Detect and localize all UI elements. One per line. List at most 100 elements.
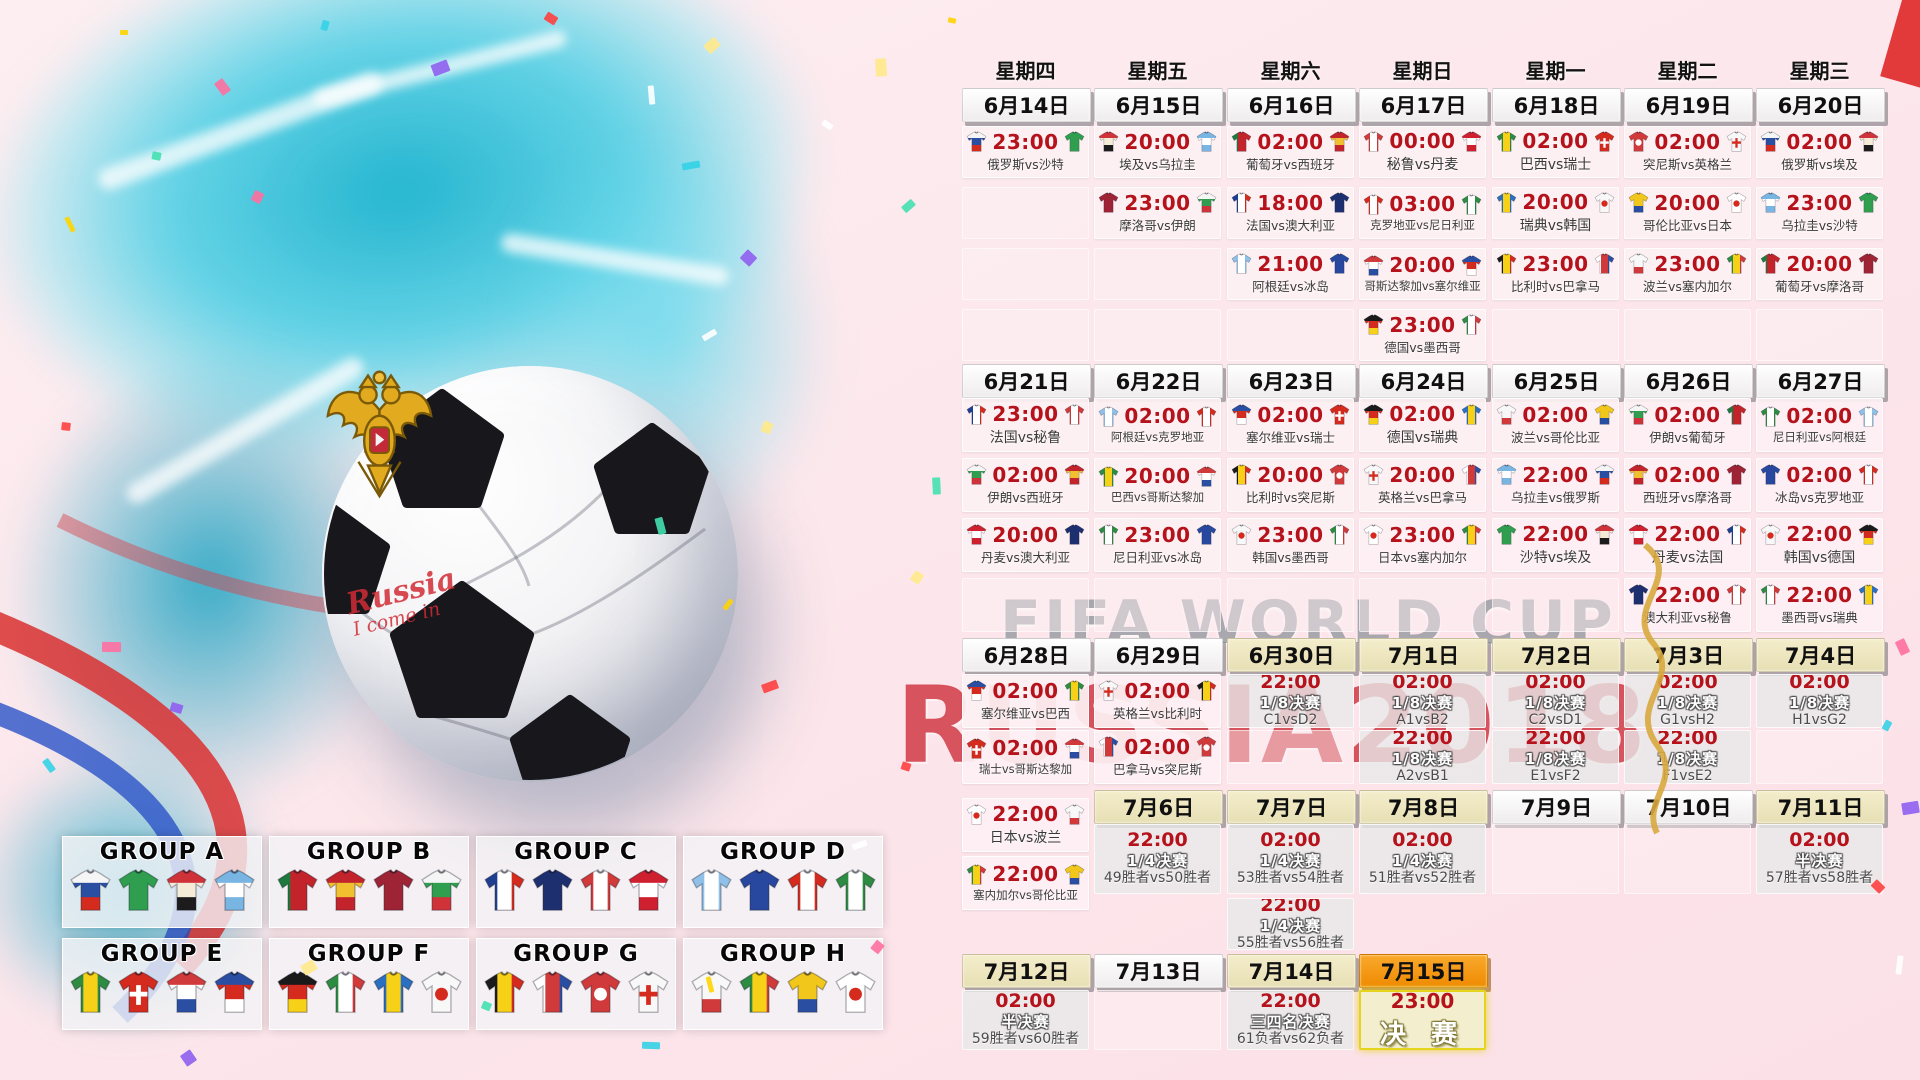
date-button[interactable]: 6月22日: [1094, 364, 1223, 398]
home-jersey-wrap: [1363, 254, 1384, 276]
away-jersey-wrap: [1858, 464, 1879, 485]
date-button[interactable]: 7月7日: [1227, 790, 1356, 824]
match-time-row: 23:00: [966, 131, 1084, 152]
away-jersey-icon: [1594, 253, 1614, 274]
match-time-row: 02:00: [966, 464, 1084, 485]
match-cell: 23:00 乌拉圭vs沙特: [1756, 187, 1883, 239]
group-jersey-row: [276, 866, 463, 918]
date-button[interactable]: 6月14日: [962, 88, 1091, 122]
match-cell: 02:00 冰岛vs克罗地亚: [1756, 458, 1883, 512]
date-button[interactable]: 6月19日: [1624, 88, 1753, 122]
away-jersey-icon: [1461, 314, 1481, 335]
match-time-row: 23:00: [1098, 192, 1216, 213]
date-button[interactable]: 6月30日: [1227, 638, 1356, 672]
home-jersey-wrap: [1363, 403, 1384, 425]
away-jersey-icon: [1461, 403, 1481, 425]
date-button[interactable]: 6月20日: [1756, 88, 1885, 122]
away-jersey-wrap: [1461, 524, 1482, 545]
home-jersey-icon: [1364, 464, 1384, 485]
group-jersey-icon-egypt: [165, 868, 207, 911]
home-jersey-wrap: [1628, 464, 1649, 485]
group-panel-a: GROUP A: [62, 836, 262, 928]
group-team-jersey-wrap: [786, 866, 829, 918]
home-jersey-wrap: [1098, 465, 1119, 487]
match-teams-label: 尼日利亚vs阿根廷: [1772, 429, 1867, 444]
date-button[interactable]: 7月12日: [962, 954, 1091, 988]
date-button[interactable]: 6月26日: [1624, 364, 1753, 398]
date-button[interactable]: 7月4日: [1756, 638, 1885, 672]
away-jersey-wrap: [1726, 523, 1747, 545]
match-teams-label: 秘鲁vs丹麦: [1386, 156, 1459, 173]
date-button[interactable]: 6月21日: [962, 364, 1091, 398]
home-jersey-wrap: [1098, 405, 1119, 427]
date-button[interactable]: 6月16日: [1227, 88, 1356, 122]
match-time-row: 23:00: [1231, 524, 1349, 545]
knockout-cell: 02:00 半决赛 59胜者vs60胜者: [962, 990, 1089, 1050]
match-cell: 02:00 葡萄牙vs西班牙: [1227, 126, 1354, 178]
home-jersey-wrap: [966, 403, 987, 425]
match-time-row: 23:00: [1363, 314, 1481, 335]
date-button[interactable]: 6月24日: [1359, 364, 1488, 398]
knockout-cell: 02:00 1/8决赛 H1vsG2: [1756, 674, 1883, 728]
date-button[interactable]: 7月13日: [1094, 954, 1223, 988]
match-time-row: 02:00: [966, 680, 1084, 701]
date-button[interactable]: 7月9日: [1492, 790, 1621, 824]
match-time: 02:00: [1657, 674, 1718, 694]
date-button[interactable]: 6月15日: [1094, 88, 1223, 122]
date-button[interactable]: 6月25日: [1492, 364, 1621, 398]
match-cell: 18:00 法国vs澳大利亚: [1227, 187, 1354, 239]
match-teams-label: 乌拉圭vs俄罗斯: [1511, 490, 1600, 505]
date-button[interactable]: 6月18日: [1492, 88, 1621, 122]
home-jersey-wrap: [1363, 130, 1384, 152]
knockout-teams-label: 61负者vs62负者: [1236, 1031, 1345, 1048]
knockout-cell: 22:00 1/8决赛 F1vsE2: [1624, 730, 1751, 784]
match-time: 18:00: [1257, 190, 1324, 215]
match-teams-label: 伊朗vs西班牙: [987, 490, 1064, 505]
match-time-row: 20:00: [1363, 253, 1482, 277]
empty-cell: [1227, 730, 1354, 784]
date-button[interactable]: 6月17日: [1359, 88, 1488, 122]
date-button[interactable]: 6月29日: [1094, 638, 1223, 672]
date-button[interactable]: 6月28日: [962, 638, 1091, 672]
group-jersey-icon-poland: [690, 970, 732, 1013]
match-time: 20:00: [1389, 253, 1456, 277]
home-jersey-icon: [1099, 680, 1119, 701]
date-button[interactable]: 6月27日: [1756, 364, 1885, 398]
date-button[interactable]: 7月2日: [1492, 638, 1621, 672]
confetti-piece: [61, 422, 71, 431]
date-button[interactable]: 7月14日: [1227, 954, 1356, 988]
group-panel-f: GROUP F: [269, 938, 469, 1030]
match-time-row: 02:00: [966, 737, 1084, 759]
date-button[interactable]: 6月23日: [1227, 364, 1356, 398]
away-jersey-icon: [1461, 254, 1481, 276]
stage-label: 1/8决赛: [1656, 750, 1719, 769]
match-time: 02:00: [1124, 678, 1191, 703]
date-button[interactable]: 7月1日: [1359, 638, 1488, 672]
away-jersey-wrap: [1461, 254, 1482, 276]
home-jersey-wrap: [1363, 524, 1384, 545]
match-cell: 02:00 突尼斯vs英格兰: [1624, 126, 1751, 178]
date-button[interactable]: 7月15日: [1359, 954, 1488, 988]
match-time-row: 18:00: [1231, 192, 1349, 213]
match-cell: 02:00 阿根廷vs克罗地亚: [1094, 398, 1221, 452]
ball-pattern: [324, 389, 710, 780]
away-jersey-icon: [1064, 464, 1084, 485]
date-button[interactable]: 7月8日: [1359, 790, 1488, 824]
match-time-row: 20:00: [1496, 191, 1614, 213]
group-team-jersey-wrap: [531, 968, 574, 1020]
date-button[interactable]: 7月6日: [1094, 790, 1223, 824]
stage-label: 1/8决赛: [1656, 694, 1719, 713]
match-time-row: 00:00: [1363, 130, 1481, 152]
match-time: 02:00: [1654, 402, 1721, 427]
match-time: 23:00: [1124, 522, 1191, 547]
match-time: 02:00: [1124, 404, 1191, 428]
date-button[interactable]: 7月11日: [1756, 790, 1885, 824]
away-jersey-wrap: [1594, 464, 1615, 485]
knockout-teams-label: C1vsD2: [1263, 712, 1318, 728]
home-jersey-wrap: [1496, 464, 1517, 485]
stage-label: 1/4决赛: [1126, 852, 1189, 871]
match-time: 02:00: [1389, 402, 1456, 426]
weekday-label: 星期六: [1260, 58, 1321, 83]
group-jersey-icon-uruguay: [213, 868, 255, 911]
